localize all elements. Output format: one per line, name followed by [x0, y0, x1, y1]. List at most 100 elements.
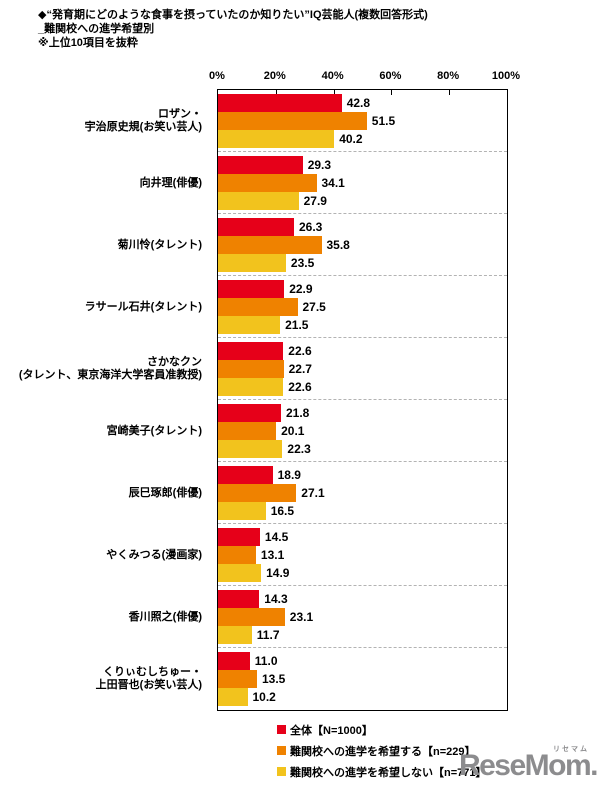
- bar-line-no-hope: 10.2: [218, 688, 507, 706]
- bar-all: [218, 652, 250, 670]
- bar-value: 21.5: [285, 318, 309, 332]
- category-row: 26.3 35.8 23.5: [218, 214, 507, 276]
- bar-line-no-hope: 14.9: [218, 564, 507, 582]
- legend-label-no-hope: 難関校への進学を希望しない【n=771】: [290, 766, 487, 779]
- bar-hope: [218, 360, 284, 378]
- bar-value: 11.7: [256, 628, 280, 642]
- resemom-logo-text: ReseMom.: [458, 749, 599, 782]
- bar-line-hope: 23.1: [218, 608, 507, 626]
- bar-value: 14.3: [264, 592, 288, 606]
- bar-line-all: 14.3: [218, 590, 507, 608]
- legend-swatch-hope: [277, 746, 286, 755]
- bar-line-no-hope: 11.7: [218, 626, 507, 644]
- bar-line-no-hope: 21.5: [218, 316, 507, 334]
- category-label: 菊川怜(タレント): [117, 238, 202, 251]
- category-label: 宮崎美子(タレント): [106, 424, 202, 437]
- bar-line-no-hope: 23.5: [218, 254, 507, 272]
- bar-value: 51.5: [371, 114, 396, 128]
- x-axis-label: 60%: [379, 70, 402, 82]
- bar-all: [218, 94, 342, 112]
- bar-line-all: 22.9: [218, 280, 507, 298]
- x-axis-label: 20%: [263, 70, 286, 82]
- bar-line-hope: 35.8: [218, 236, 507, 254]
- bar-hope: [218, 112, 367, 130]
- legend: 全体【N=1000】 難関校への進学を希望する【n=229】 難関校への進学を希…: [277, 719, 487, 782]
- x-axis-tick: [449, 90, 451, 95]
- category-row: 42.8 51.5 40.2: [218, 90, 507, 152]
- bar-value: 18.9: [277, 468, 301, 482]
- resemom-logo-ruby: リセマム: [553, 746, 589, 753]
- bar-value: 22.7: [288, 362, 312, 376]
- bar-hope: [218, 174, 317, 192]
- category-label: 辰巳琢郎(俳優): [128, 486, 202, 499]
- bar-line-all: 26.3: [218, 218, 507, 236]
- x-axis-label: 0%: [209, 70, 225, 82]
- bar-line-no-hope: 22.6: [218, 378, 507, 396]
- category-row: 18.9 27.1 16.5: [218, 462, 507, 524]
- bar-all: [218, 590, 260, 608]
- bar-hope: [218, 546, 256, 564]
- bar-value: 40.2: [339, 132, 363, 146]
- category-row: 11.0 13.5 10.2: [218, 648, 507, 710]
- category-row: 21.8 20.1 22.3: [218, 400, 507, 462]
- bar-line-all: 14.5: [218, 528, 507, 546]
- bar-value: 14.5: [264, 530, 289, 544]
- bar-value: 22.6: [288, 344, 312, 358]
- bar-line-hope: 27.1: [218, 484, 507, 502]
- legend-label-hope: 難関校への進学を希望する【n=229】: [290, 745, 476, 758]
- bar-value: 27.1: [301, 486, 325, 500]
- bar-no-hope: [218, 254, 286, 272]
- bar-all: [218, 466, 273, 484]
- bar-value: 10.2: [252, 690, 276, 704]
- bar-no-hope: [218, 316, 281, 334]
- bar-value: 21.8: [286, 406, 310, 420]
- bar-line-hope: 27.5: [218, 298, 507, 316]
- bar-all: [218, 528, 260, 546]
- bar-line-hope: 22.7: [218, 360, 507, 378]
- bar-value: 27.5: [302, 300, 326, 314]
- bar-value: 23.1: [289, 610, 314, 624]
- x-axis-label: 40%: [321, 70, 344, 82]
- bar-no-hope: [218, 378, 284, 396]
- category-row: 14.3 23.1 11.7: [218, 586, 507, 648]
- bar-value: 13.1: [260, 548, 285, 562]
- bar-value: 11.0: [254, 654, 278, 668]
- bar-line-hope: 13.5: [218, 670, 507, 688]
- bar-value: 35.8: [326, 238, 350, 252]
- bar-value: 23.5: [290, 256, 315, 270]
- bar-line-no-hope: 16.5: [218, 502, 507, 520]
- bar-all: [218, 342, 284, 360]
- bar-hope: [218, 236, 322, 254]
- bar-value: 22.3: [287, 442, 311, 456]
- legend-item-hope: 難関校への進学を希望する【n=229】: [277, 740, 487, 761]
- bar-value: 16.5: [270, 504, 295, 518]
- bar-line-all: 42.8: [218, 94, 507, 112]
- bar-line-all: 18.9: [218, 466, 507, 484]
- bar-value: 13.5: [262, 672, 286, 686]
- chart-title-line1: ◆“発育期にどのような食事を摂っていたのか知りたい”IQ芸能人(複数回答形式): [38, 9, 428, 21]
- legend-item-no-hope: 難関校への進学を希望しない【n=771】: [277, 761, 487, 782]
- bar-all: [218, 156, 303, 174]
- legend-label-all: 全体【N=1000】: [290, 724, 373, 737]
- bar-value: 20.1: [281, 424, 305, 438]
- category-label: くりぃむしちゅー・ 上田晋也(お笑い芸人): [95, 666, 202, 691]
- bar-value: 34.1: [321, 176, 345, 190]
- bar-value: 27.9: [303, 194, 327, 208]
- bar-all: [218, 218, 294, 236]
- x-axis-tick: [275, 90, 277, 95]
- bar-hope: [218, 608, 285, 626]
- category-label: ラサール石井(タレント): [84, 300, 202, 313]
- plot-rows: 42.8 51.5 40.2 29.3 34.1 27.9 26.3 35.8 23.5 22.9…: [218, 90, 507, 710]
- chart-title-line3: ※上位10項目を抜粋: [38, 37, 138, 49]
- bar-no-hope: [218, 688, 248, 706]
- bar-line-all: 11.0: [218, 652, 507, 670]
- bar-hope: [218, 422, 277, 440]
- x-axis-tick: [333, 90, 335, 95]
- bar-all: [218, 404, 281, 422]
- legend-swatch-all: [277, 725, 286, 734]
- x-axis: 0% 20% 40% 60% 80% 100%: [209, 70, 520, 84]
- bar-value: 22.6: [288, 380, 312, 394]
- category-label: さかなクン (タレント、東京海洋大学客員准教授): [18, 356, 202, 381]
- category-row: 14.5 13.1 14.9: [218, 524, 507, 586]
